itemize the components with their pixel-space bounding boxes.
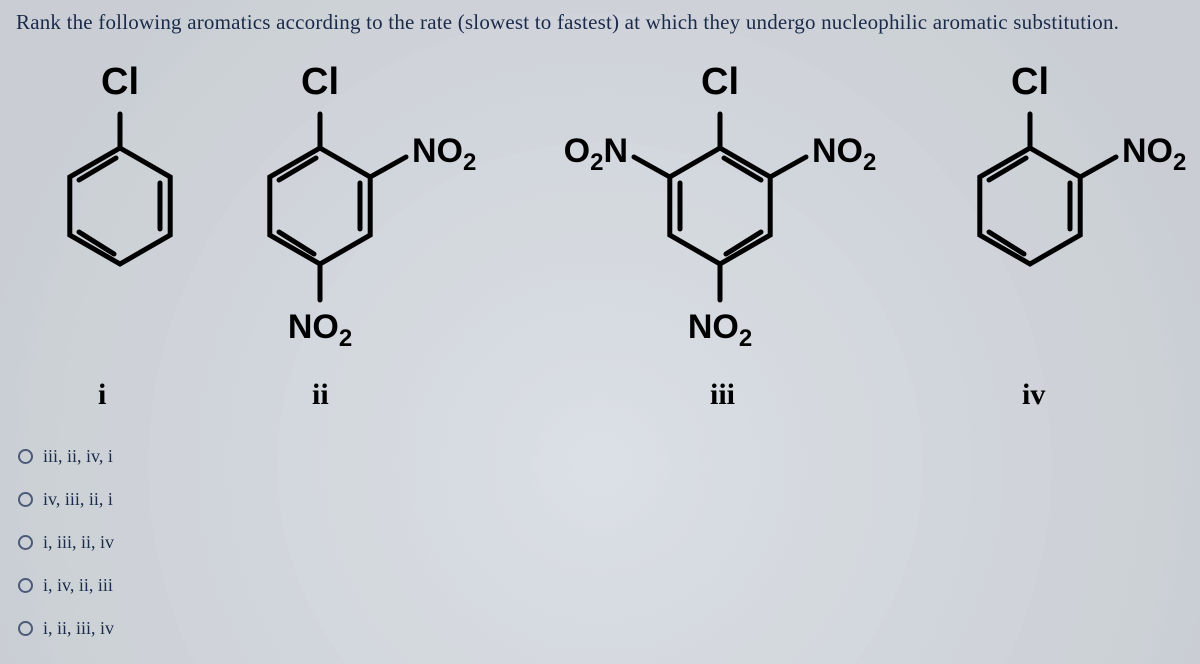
svg-text:NO2: NO2	[412, 132, 476, 176]
compound-iv-label: iv	[1022, 378, 1045, 412]
option-2[interactable]: iv, iii, ii, i	[18, 489, 114, 510]
compound-ii-label: ii	[312, 378, 329, 412]
radio-icon	[18, 578, 33, 593]
option-2-label: iv, iii, ii, i	[43, 489, 113, 510]
svg-text:O2N: O2N	[564, 132, 628, 176]
option-5-label: i, ii, iii, iv	[43, 618, 114, 639]
svg-text:Cl: Cl	[101, 61, 139, 103]
svg-text:NO2: NO2	[288, 308, 352, 352]
svg-text:Cl: Cl	[1011, 61, 1049, 103]
radio-icon	[18, 449, 33, 464]
compound-i: Cl	[20, 56, 220, 416]
radio-icon	[18, 535, 33, 550]
option-4-label: i, iv, ii, iii	[43, 575, 113, 596]
compound-iv: Cl NO2	[930, 56, 1200, 416]
option-1-label: iii, ii, iv, i	[43, 446, 113, 467]
svg-text:NO2: NO2	[688, 308, 752, 352]
compound-i-label: i	[98, 378, 106, 412]
option-4[interactable]: i, iv, ii, iii	[18, 575, 114, 596]
svg-text:NO2: NO2	[812, 132, 876, 176]
question-prompt: Rank the following aromatics according t…	[16, 10, 1119, 35]
option-3[interactable]: i, iii, ii, iv	[18, 532, 114, 553]
compound-row: Cl Cl NO2 NO2	[0, 56, 1200, 416]
answer-options: iii, ii, iv, i iv, iii, ii, i i, iii, ii…	[18, 446, 114, 661]
radio-icon	[18, 492, 33, 507]
option-3-label: i, iii, ii, iv	[43, 532, 114, 553]
svg-text:Cl: Cl	[301, 61, 339, 103]
radio-icon	[18, 621, 33, 636]
svg-text:NO2: NO2	[1122, 132, 1186, 176]
option-1[interactable]: iii, ii, iv, i	[18, 446, 114, 467]
compound-iii: Cl NO2 O2N NO2	[510, 56, 910, 416]
svg-text:Cl: Cl	[701, 61, 739, 103]
option-5[interactable]: i, ii, iii, iv	[18, 618, 114, 639]
compound-iii-label: iii	[710, 378, 735, 412]
compound-ii: Cl NO2 NO2	[220, 56, 500, 416]
